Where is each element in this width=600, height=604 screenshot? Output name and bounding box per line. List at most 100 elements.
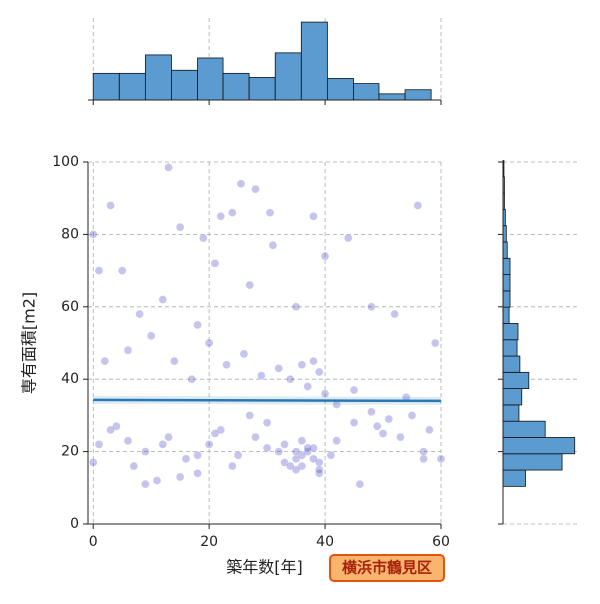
- point: [262, 418, 272, 427]
- point: [170, 356, 179, 366]
- point: [193, 320, 202, 330]
- point: [355, 479, 365, 489]
- point: [158, 295, 168, 304]
- hist-bar: [502, 355, 521, 373]
- point: [367, 407, 376, 417]
- hist-bar: [171, 69, 198, 101]
- point: [233, 450, 243, 460]
- point: [326, 450, 336, 460]
- hist-bar: [502, 274, 511, 292]
- hist-bar: [502, 290, 511, 308]
- point: [268, 240, 278, 250]
- point: [303, 382, 312, 391]
- point: [164, 163, 173, 172]
- point: [349, 418, 359, 427]
- hist-bar: [502, 388, 523, 406]
- hist-bar: [144, 54, 172, 101]
- regression-line: [93, 398, 442, 403]
- hist-bar: [404, 89, 432, 101]
- point: [372, 421, 382, 431]
- point: [297, 360, 307, 370]
- point: [303, 443, 312, 453]
- point: [204, 338, 214, 348]
- point: [181, 454, 191, 464]
- point: [332, 436, 341, 446]
- point: [297, 436, 307, 446]
- y-axis-label: 専有面積[m2]: [20, 292, 39, 394]
- point: [265, 208, 275, 217]
- point: [152, 476, 162, 485]
- hist-bar: [502, 371, 530, 390]
- point: [193, 450, 202, 460]
- point: [378, 429, 388, 438]
- hist-bar: [274, 52, 302, 101]
- point: [210, 259, 220, 268]
- hist-bar: [197, 57, 224, 101]
- point: [314, 469, 324, 478]
- hist-bar: [502, 420, 546, 438]
- point: [228, 208, 237, 217]
- y-tick-label: 60: [61, 299, 79, 315]
- point: [291, 447, 301, 456]
- point: [106, 201, 115, 210]
- point: [100, 356, 110, 366]
- point: [117, 266, 127, 275]
- point: [384, 414, 394, 424]
- x-tick-label: 40: [316, 534, 334, 550]
- hist-bar: [248, 77, 276, 101]
- hist-bar: [502, 453, 563, 471]
- x-axis-label: 築年数[年]: [226, 558, 303, 577]
- point: [309, 454, 318, 464]
- y-tick-label: 100: [52, 154, 79, 170]
- hist-bar: [502, 241, 508, 259]
- point: [135, 309, 144, 319]
- hist-bar: [502, 404, 520, 422]
- point: [94, 440, 104, 449]
- point: [146, 331, 156, 341]
- point: [88, 458, 98, 467]
- hist-bar: [502, 257, 511, 275]
- location-badge: [329, 554, 445, 582]
- point: [251, 184, 260, 194]
- point: [314, 465, 324, 475]
- point: [129, 461, 139, 471]
- point: [320, 389, 330, 398]
- point: [175, 222, 185, 232]
- point: [210, 429, 220, 438]
- point: [251, 432, 260, 442]
- point: [141, 479, 150, 489]
- point: [228, 461, 237, 471]
- point: [94, 266, 104, 275]
- point: [419, 447, 428, 456]
- point: [123, 345, 133, 355]
- point: [262, 443, 272, 453]
- point: [245, 280, 255, 290]
- point: [199, 233, 208, 243]
- point: [309, 356, 318, 366]
- point: [419, 454, 428, 464]
- hist-bar: [222, 72, 250, 101]
- point: [216, 212, 226, 221]
- point: [239, 349, 249, 359]
- y-tick-label: 80: [61, 226, 79, 242]
- point: [349, 385, 359, 395]
- point: [430, 338, 440, 348]
- point: [257, 371, 266, 380]
- hist-bar: [502, 469, 526, 487]
- point: [367, 302, 376, 312]
- hist-bar: [502, 437, 576, 455]
- hist-bar: [92, 72, 120, 101]
- point: [164, 432, 173, 442]
- y-tick-label: 20: [61, 444, 79, 460]
- point: [413, 201, 423, 210]
- point: [314, 367, 324, 377]
- location-label: 横浜市鶴見区: [342, 559, 432, 577]
- point: [407, 411, 417, 420]
- x-tick-label: 0: [89, 534, 98, 550]
- y-tick-label: 0: [70, 516, 79, 532]
- point: [309, 212, 318, 221]
- point: [436, 454, 446, 464]
- point: [280, 440, 289, 449]
